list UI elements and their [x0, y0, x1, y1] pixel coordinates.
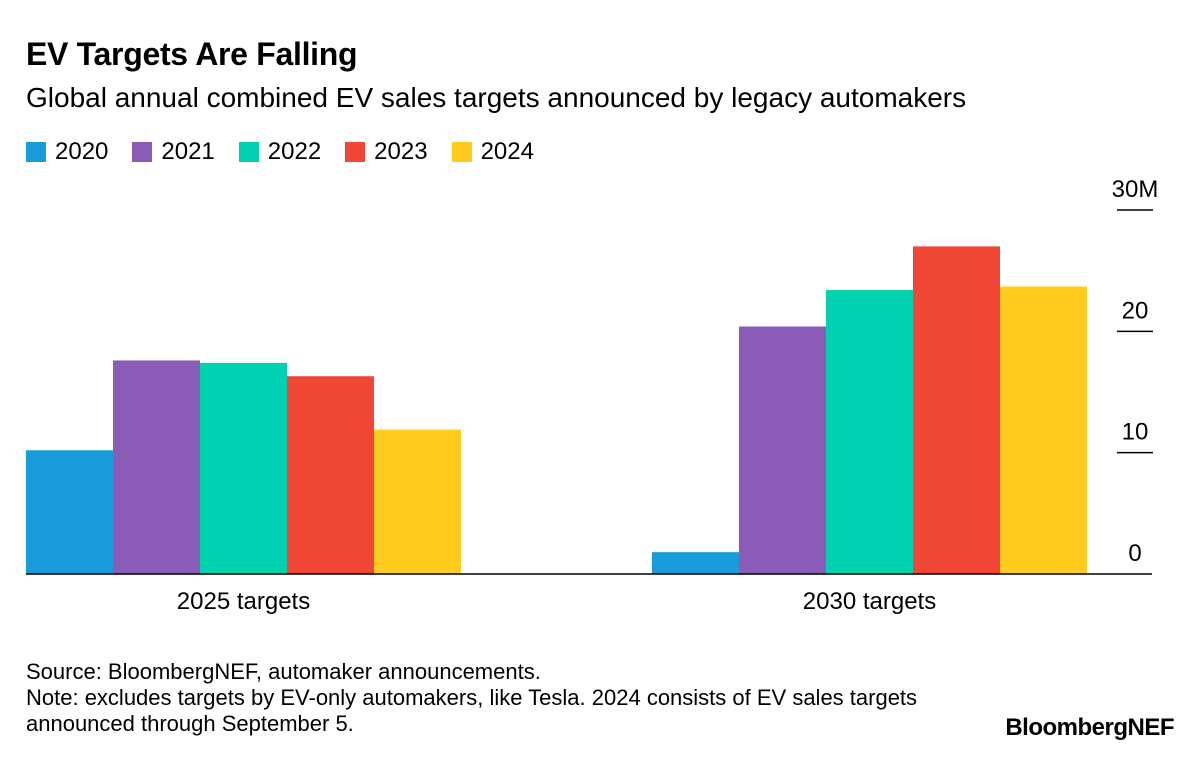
- bar-2025-targets-2022: [200, 362, 287, 574]
- legend-label-2024: 2024: [480, 138, 534, 165]
- y-tick-label-0: 0: [1128, 540, 1141, 567]
- x-category-label-0: 2025 targets: [177, 588, 310, 615]
- y-tick-label-20: 20: [1122, 297, 1149, 324]
- legend-label-2022: 2022: [267, 138, 322, 165]
- source-note: Source: BloombergNEF, automaker announce…: [26, 659, 541, 684]
- brand-logo: BloombergNEF: [1005, 714, 1174, 741]
- bar-2030-targets-2020: [652, 552, 739, 574]
- legend-swatch-2021: [132, 142, 153, 162]
- bar-2025-targets-2023: [287, 376, 374, 574]
- x-category-label-1: 2030 targets: [803, 588, 936, 615]
- bar-2030-targets-2022: [826, 290, 913, 574]
- legend-item-2021: 2021: [132, 138, 215, 166]
- bar-2025-targets-2024: [374, 429, 461, 574]
- legend-swatch-2023: [345, 142, 366, 162]
- legend-label-2023: 2023: [374, 138, 428, 165]
- legend-label-2021: 2021: [161, 138, 215, 165]
- legend-item-2024: 2024: [451, 138, 534, 166]
- legend-swatch-2020: [26, 142, 46, 162]
- legend-swatch-2024: [451, 142, 472, 162]
- y-tick-label-30: 30M: [1112, 176, 1159, 203]
- bar-chart: 0 10 20 30M 2025 targets 2030 targets: [26, 176, 1159, 615]
- legend-item-2023: 2023: [345, 138, 428, 166]
- bar-2025-targets-2021: [113, 360, 200, 574]
- legend-item-2020: 2020: [26, 138, 108, 166]
- bar-2030-targets-2024: [1000, 286, 1087, 574]
- footnote: Note: excludes targets by EV-only automa…: [26, 685, 918, 736]
- bar-2030-targets-2023: [913, 246, 1000, 574]
- y-tick-label-10: 10: [1122, 419, 1149, 446]
- bar-2030-targets-2021: [739, 326, 826, 574]
- chart-footer: Source: BloombergNEF, automaker announce…: [26, 659, 926, 737]
- legend-swatch-2022: [238, 142, 259, 162]
- legend: 2020 2021 2022 2023 2024: [26, 137, 558, 167]
- legend-item-2022: 2022: [238, 138, 322, 166]
- bar-2025-targets-2020: [26, 450, 113, 574]
- legend-label-2020: 2020: [55, 138, 109, 165]
- chart-title: EV Targets Are Falling: [26, 36, 358, 72]
- chart-subtitle: Global annual combined EV sales targets …: [26, 82, 967, 113]
